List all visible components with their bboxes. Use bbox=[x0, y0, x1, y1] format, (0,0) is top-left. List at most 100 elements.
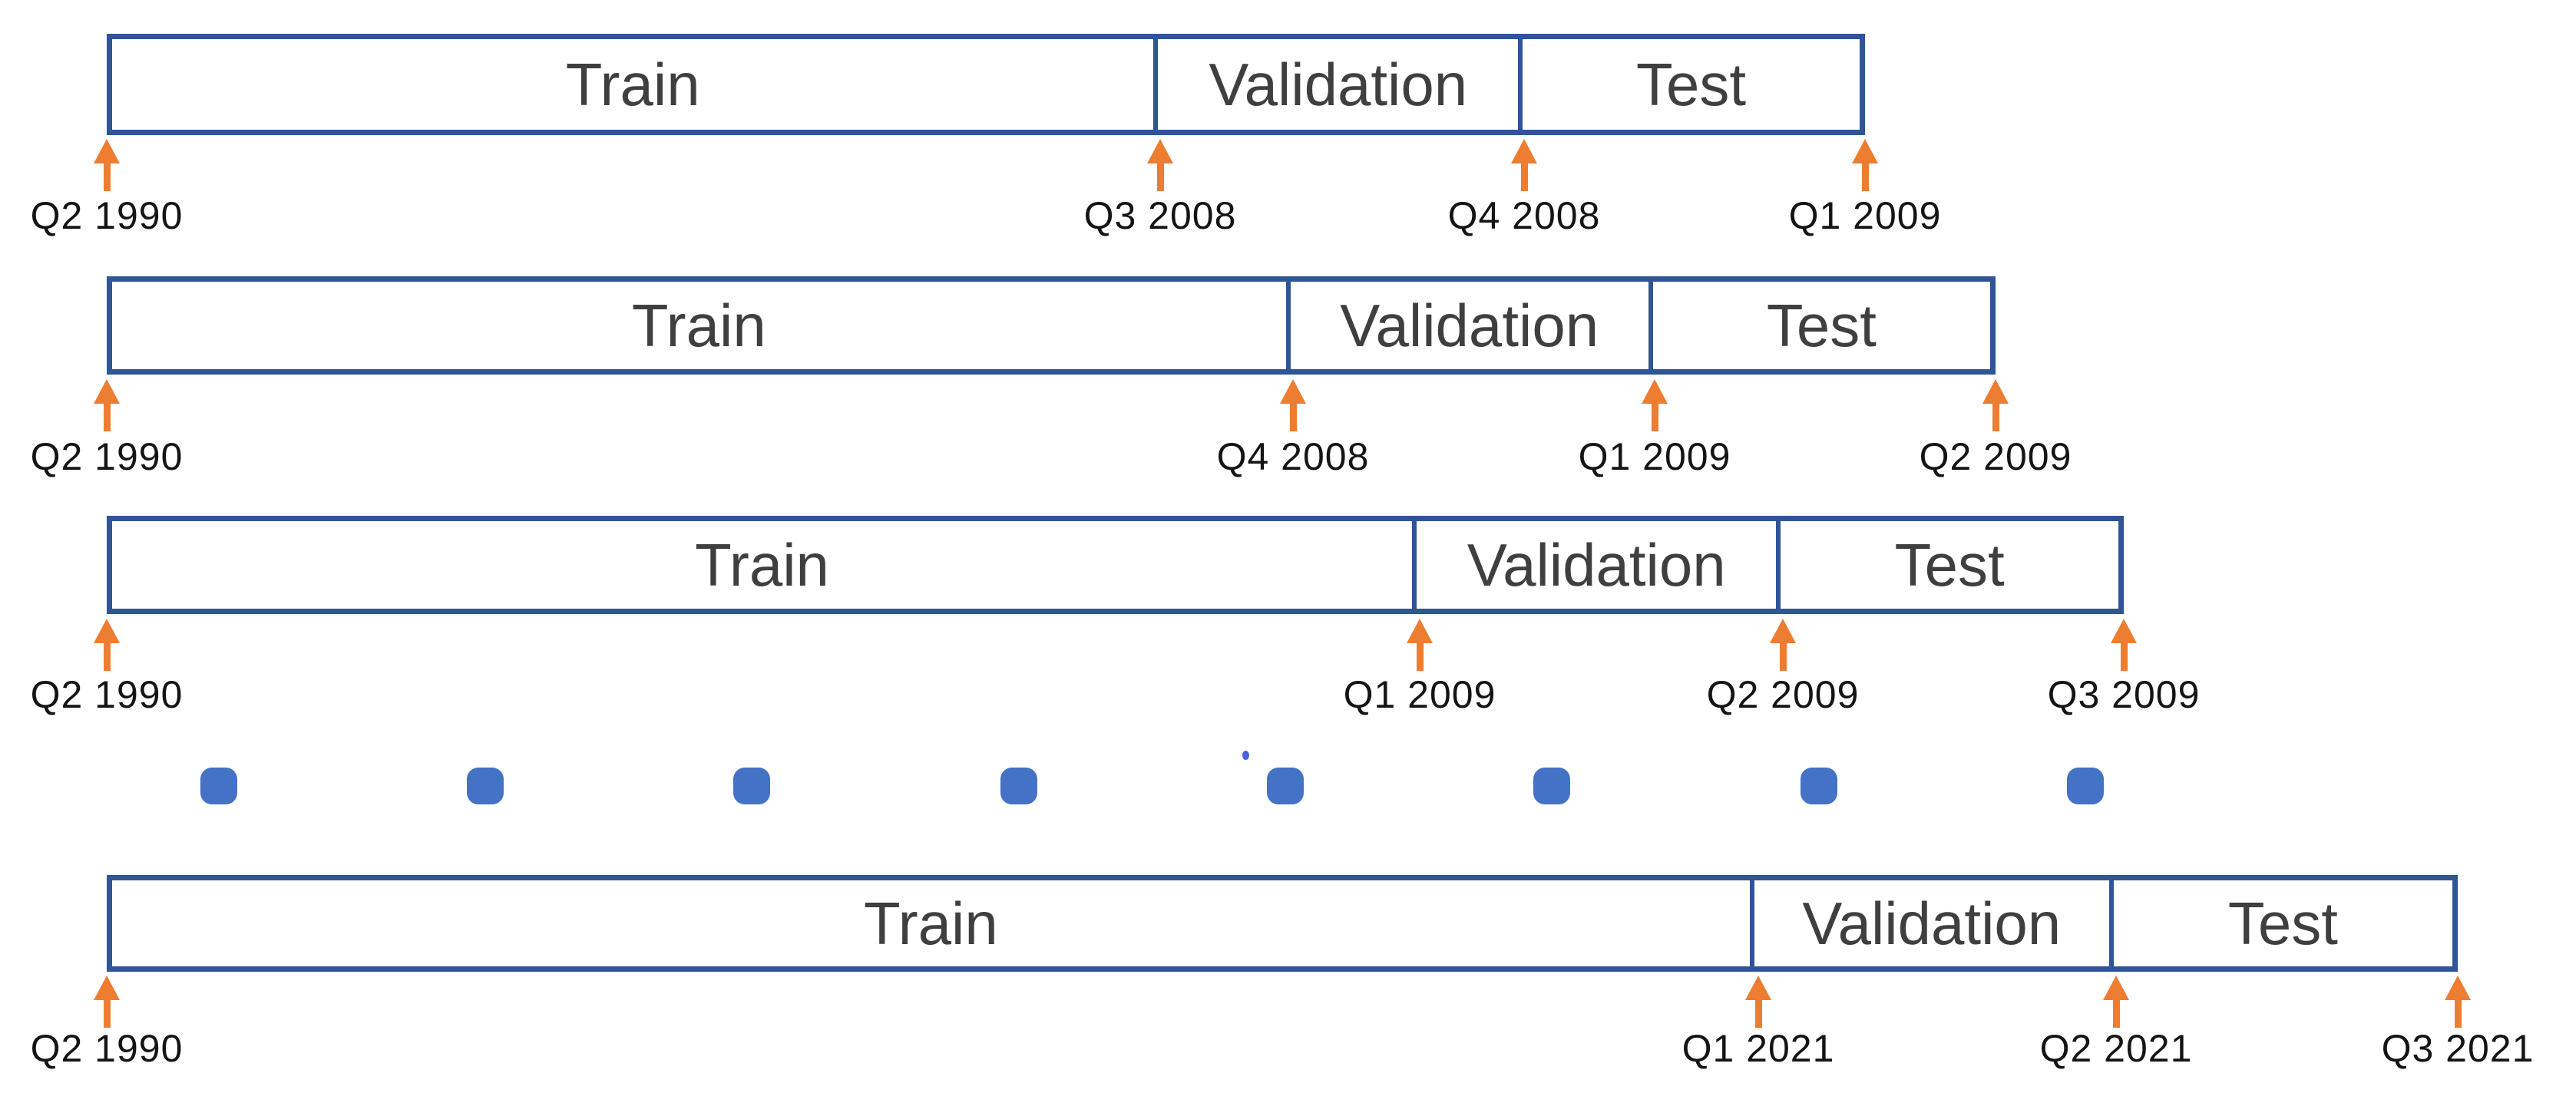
milestone-arrow-up-icon bbox=[1280, 379, 1306, 431]
milestone-quarter-label: Q1 2009 bbox=[1578, 435, 1731, 478]
arrow-stem bbox=[1754, 1000, 1762, 1028]
arrow-head bbox=[1642, 379, 1668, 404]
segment-validation-label: Validation bbox=[1340, 291, 1599, 359]
arrow-stem bbox=[2454, 1000, 2462, 1028]
arrow-head bbox=[94, 379, 120, 404]
arrow-stem bbox=[1992, 404, 1999, 431]
segment-test-label: Test bbox=[2227, 889, 2338, 957]
arrow-stem bbox=[103, 163, 111, 191]
segment-test: Test bbox=[2108, 880, 2452, 966]
ellipsis-dot bbox=[1533, 768, 1570, 804]
milestone-arrow-up-icon bbox=[1642, 379, 1668, 431]
ellipsis-dot bbox=[733, 768, 770, 804]
arrow-head bbox=[1982, 379, 2009, 404]
stray-mark-dot bbox=[1242, 751, 1249, 760]
ellipsis-dot bbox=[467, 768, 504, 804]
arrow-stem bbox=[1861, 163, 1869, 191]
arrow-stem bbox=[1651, 404, 1658, 431]
segment-train: Train bbox=[112, 880, 1750, 966]
arrow-head bbox=[1407, 619, 1433, 643]
milestone-arrow-up-icon bbox=[1852, 139, 1878, 191]
segment-validation: Validation bbox=[1412, 521, 1776, 609]
milestone-quarter-label: Q2 2009 bbox=[1919, 435, 2072, 478]
segment-train-label: Train bbox=[695, 530, 829, 599]
arrow-stem bbox=[103, 643, 111, 671]
milestone-quarter-label: Q2 2021 bbox=[2039, 1027, 2193, 1070]
milestone-arrow-up-icon bbox=[94, 139, 120, 191]
ellipsis-dot bbox=[1801, 768, 1837, 804]
segment-train-label: Train bbox=[631, 291, 766, 359]
arrow-stem bbox=[103, 404, 111, 431]
arrow-head bbox=[94, 976, 120, 1000]
segment-test-label: Test bbox=[1894, 530, 2005, 599]
milestone-arrow-up-icon bbox=[2111, 619, 2137, 671]
milestone-arrow-up-icon bbox=[1147, 139, 1173, 191]
milestone-arrow-up-icon bbox=[2103, 976, 2129, 1028]
milestone-quarter-label: Q3 2021 bbox=[2381, 1027, 2535, 1070]
arrow-head bbox=[2111, 619, 2137, 643]
arrow-head bbox=[1280, 379, 1306, 404]
segment-train-label: Train bbox=[863, 889, 998, 957]
milestone-arrow-up-icon bbox=[94, 379, 120, 431]
arrow-stem bbox=[1156, 163, 1164, 191]
arrow-head bbox=[2103, 976, 2129, 1000]
arrow-stem bbox=[2112, 1000, 2120, 1028]
arrow-head bbox=[1511, 139, 1537, 163]
ellipsis-dot bbox=[1000, 768, 1037, 804]
arrow-head bbox=[1770, 619, 1796, 643]
segment-test: Test bbox=[1776, 521, 2118, 609]
milestone-quarter-label: Q2 1990 bbox=[30, 194, 184, 237]
ellipsis-dot bbox=[200, 768, 237, 804]
milestone-arrow-up-icon bbox=[2445, 976, 2471, 1028]
segment-validation-label: Validation bbox=[1467, 530, 1726, 599]
milestone-arrow-up-icon bbox=[94, 619, 120, 671]
split-window-bar: Train Validation Test bbox=[107, 34, 1865, 135]
arrow-stem bbox=[103, 1000, 111, 1028]
arrow-stem bbox=[1520, 163, 1528, 191]
split-window-bar: Train Validation Test bbox=[107, 875, 2458, 972]
milestone-quarter-label: Q1 2021 bbox=[1682, 1027, 1835, 1070]
segment-test-label: Test bbox=[1766, 291, 1877, 359]
arrow-stem bbox=[2120, 643, 2128, 671]
segment-test: Test bbox=[1648, 282, 1990, 369]
milestone-quarter-label: Q1 2009 bbox=[1343, 673, 1496, 716]
ellipsis-dot bbox=[1267, 768, 1304, 804]
ellipsis-dot bbox=[2067, 768, 2104, 804]
segment-validation: Validation bbox=[1285, 282, 1648, 369]
milestone-quarter-label: Q2 1990 bbox=[30, 1027, 184, 1070]
milestone-arrow-up-icon bbox=[1982, 379, 2009, 431]
milestone-arrow-up-icon bbox=[1745, 976, 1771, 1028]
milestone-quarter-label: Q2 1990 bbox=[30, 435, 184, 478]
milestone-arrow-up-icon bbox=[94, 976, 120, 1028]
milestone-quarter-label: Q1 2009 bbox=[1788, 194, 1942, 237]
milestone-quarter-label: Q3 2009 bbox=[2047, 673, 2201, 716]
arrow-head bbox=[94, 139, 120, 163]
milestone-quarter-label: Q3 2008 bbox=[1083, 194, 1237, 237]
segment-validation-label: Validation bbox=[1209, 50, 1468, 118]
arrow-head bbox=[2445, 976, 2471, 1000]
segment-test: Test bbox=[1518, 39, 1860, 130]
milestone-arrow-up-icon bbox=[1770, 619, 1796, 671]
segment-train: Train bbox=[112, 521, 1412, 609]
segment-train: Train bbox=[112, 282, 1286, 369]
segment-train: Train bbox=[112, 39, 1153, 130]
arrow-head bbox=[94, 619, 120, 643]
split-window-bar: Train Validation Test bbox=[107, 276, 1996, 375]
segment-validation: Validation bbox=[1153, 39, 1518, 130]
segment-train-label: Train bbox=[565, 50, 700, 118]
milestone-quarter-label: Q2 1990 bbox=[30, 673, 184, 716]
milestone-quarter-label: Q4 2008 bbox=[1447, 194, 1601, 237]
arrow-head bbox=[1147, 139, 1173, 163]
arrow-head bbox=[1852, 139, 1878, 163]
arrow-stem bbox=[1289, 404, 1297, 431]
milestone-arrow-up-icon bbox=[1511, 139, 1537, 191]
split-window-bar: Train Validation Test bbox=[107, 516, 2124, 614]
arrow-head bbox=[1745, 976, 1771, 1000]
segment-test-label: Test bbox=[1635, 50, 1747, 118]
segment-validation: Validation bbox=[1749, 880, 2109, 966]
milestone-arrow-up-icon bbox=[1407, 619, 1433, 671]
segment-validation-label: Validation bbox=[1802, 889, 2062, 957]
milestone-quarter-label: Q2 2009 bbox=[1706, 673, 1860, 716]
milestone-quarter-label: Q4 2008 bbox=[1216, 435, 1370, 478]
